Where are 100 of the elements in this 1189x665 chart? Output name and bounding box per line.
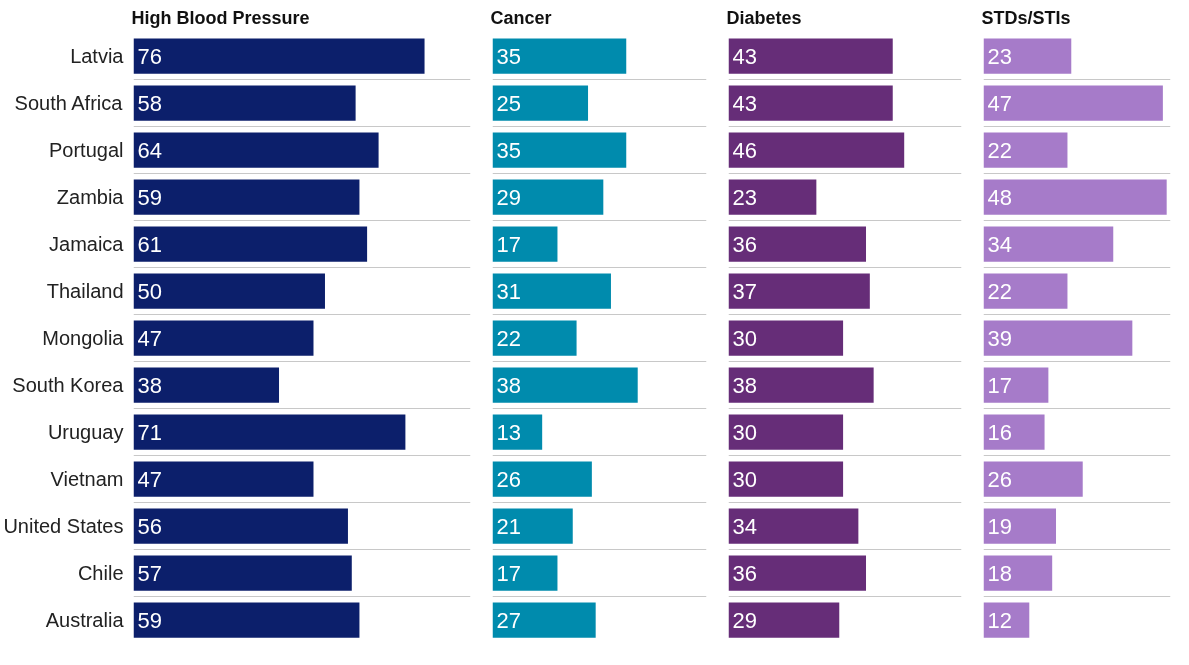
data-label: 34	[732, 513, 757, 539]
y-tick-label: Latvia	[70, 45, 125, 67]
data-label: 59	[137, 184, 162, 210]
data-label: 29	[496, 184, 521, 210]
data-label: 17	[496, 231, 521, 257]
bar	[492, 38, 627, 74]
data-label: 47	[137, 466, 162, 492]
bar	[728, 85, 893, 121]
data-label: 35	[496, 137, 521, 163]
bar	[728, 555, 867, 591]
bar	[728, 38, 893, 74]
chart-title: Cancer	[490, 7, 552, 28]
bar	[983, 132, 1068, 168]
data-label: 59	[137, 607, 162, 633]
bar	[133, 226, 368, 262]
data-label: 17	[496, 560, 521, 586]
bar	[728, 226, 867, 262]
data-label: 17	[987, 372, 1012, 398]
bar	[728, 273, 870, 309]
bar	[133, 555, 352, 591]
bar	[983, 320, 1133, 356]
data-label: 38	[137, 372, 162, 398]
data-label: 61	[137, 231, 162, 257]
bar	[133, 273, 325, 309]
y-tick-label: Vietnam	[50, 468, 124, 490]
y-tick-label: Jamaica	[49, 233, 125, 255]
chart-title: Diabetes	[726, 7, 802, 28]
data-label: 30	[732, 419, 757, 445]
bar	[133, 602, 360, 638]
bar	[728, 414, 844, 450]
data-label: 34	[987, 231, 1012, 257]
data-label: 37	[732, 278, 757, 304]
bar	[492, 273, 611, 309]
data-label: 71	[137, 419, 162, 445]
data-label: 23	[732, 184, 757, 210]
bar	[492, 555, 558, 591]
bar	[492, 367, 638, 403]
data-label: 30	[732, 325, 757, 351]
data-label: 64	[137, 137, 162, 163]
bar	[983, 226, 1114, 262]
bar	[983, 508, 1057, 544]
data-label: 38	[496, 372, 521, 398]
bar	[492, 179, 604, 215]
data-label: 47	[987, 90, 1012, 116]
bar	[133, 132, 379, 168]
bar	[983, 367, 1049, 403]
data-label: 16	[987, 419, 1012, 445]
bar	[492, 85, 589, 121]
y-tick-label: Australia	[45, 609, 125, 631]
data-label: 35	[496, 43, 521, 69]
data-label: 30	[732, 466, 757, 492]
bar	[133, 461, 314, 497]
bar	[728, 508, 859, 544]
chart-title: STDs/STIs	[981, 7, 1071, 28]
bar	[983, 85, 1163, 121]
bar	[133, 85, 356, 121]
data-label: 43	[732, 43, 757, 69]
data-label: 13	[496, 419, 521, 445]
y-tick-label: Uruguay	[47, 421, 124, 443]
y-tick-label: Thailand	[46, 280, 124, 302]
data-label: 47	[137, 325, 162, 351]
data-label: 48	[987, 184, 1012, 210]
data-label: 57	[137, 560, 162, 586]
y-tick-label: Portugal	[49, 139, 124, 161]
data-label: 50	[137, 278, 162, 304]
bar	[728, 367, 874, 403]
bar	[983, 273, 1068, 309]
bar	[728, 602, 840, 638]
data-label: 39	[987, 325, 1012, 351]
y-tick-label: South Africa	[14, 92, 124, 114]
bar	[983, 179, 1167, 215]
data-label: 38	[732, 372, 757, 398]
data-label: 19	[987, 513, 1012, 539]
data-label: 36	[732, 231, 757, 257]
y-tick-label: United States	[3, 515, 124, 537]
data-label: 27	[496, 607, 521, 633]
bar	[133, 367, 280, 403]
bar	[133, 320, 314, 356]
bar	[133, 38, 425, 74]
y-tick-label: Mongolia	[42, 327, 125, 349]
bar	[728, 179, 817, 215]
chart-title: High Blood Pressure	[131, 7, 310, 28]
bar	[983, 461, 1083, 497]
data-label: 25	[496, 90, 521, 116]
data-label: 29	[732, 607, 757, 633]
bar	[492, 320, 577, 356]
bar	[728, 461, 844, 497]
data-label: 46	[732, 137, 757, 163]
data-label: 43	[732, 90, 757, 116]
data-label: 23	[987, 43, 1012, 69]
bar	[983, 555, 1053, 591]
y-tick-label: South Korea	[12, 374, 125, 396]
data-label: 58	[137, 90, 162, 116]
bar	[983, 602, 1030, 638]
data-label: 31	[496, 278, 521, 304]
data-label: 26	[987, 466, 1012, 492]
bar	[728, 132, 905, 168]
data-label: 22	[987, 137, 1012, 163]
data-label: 12	[987, 607, 1012, 633]
bar	[983, 38, 1072, 74]
